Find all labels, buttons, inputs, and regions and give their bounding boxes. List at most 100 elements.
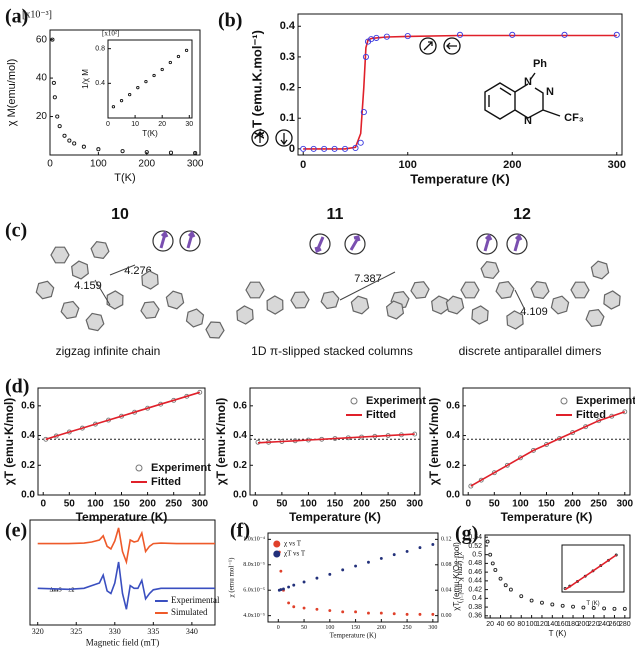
x-tick-label: 100 bbox=[90, 159, 107, 170]
annotation: N bbox=[524, 76, 532, 88]
data-point bbox=[292, 605, 296, 609]
y-tick-label: 0.36 bbox=[468, 613, 482, 620]
data-point bbox=[302, 606, 306, 610]
data-point bbox=[544, 442, 549, 447]
panel-label: (a) bbox=[5, 6, 28, 28]
data-point bbox=[128, 92, 132, 97]
x-tick-label: 330 bbox=[109, 627, 121, 636]
structure-caption: discrete antiparallel dimers bbox=[459, 344, 602, 358]
data-point bbox=[488, 552, 493, 557]
molecule-ring bbox=[266, 295, 284, 315]
molecule-ring bbox=[480, 260, 500, 280]
compound-number: 12 bbox=[513, 206, 531, 223]
data-point bbox=[560, 603, 565, 608]
panel-label: (f) bbox=[230, 520, 250, 542]
y-axis-label: χT (emu·K/mol) bbox=[427, 398, 441, 486]
molecule-ring bbox=[140, 301, 160, 319]
x-tick-label: 0 bbox=[106, 121, 110, 128]
x-tick-label: 20 bbox=[158, 121, 166, 128]
data-point bbox=[570, 430, 576, 436]
y2-tick-label: 0.08 bbox=[441, 562, 452, 568]
molecule-ring bbox=[506, 310, 524, 330]
y-tick-label: 0.4 bbox=[233, 430, 247, 441]
x-tick-label: 280 bbox=[619, 621, 631, 628]
series-line bbox=[45, 391, 201, 441]
data-point bbox=[404, 33, 411, 40]
data-point bbox=[509, 31, 516, 38]
molecule-ring bbox=[445, 295, 465, 315]
series-line bbox=[37, 527, 215, 566]
data-point bbox=[120, 149, 125, 154]
legend-label: Experiment bbox=[576, 395, 635, 407]
chart-panel: 0 100 200 300 0 0.1 0.2 0.3 0.4 Temperature (K) χ.… bbox=[218, 10, 626, 187]
data-point bbox=[354, 610, 358, 614]
data-point bbox=[431, 612, 435, 616]
y-tick-label: 0.4 bbox=[21, 430, 35, 441]
molecule-ring bbox=[106, 290, 124, 310]
molecule-ring bbox=[90, 240, 110, 260]
annotation: Ph bbox=[533, 58, 547, 70]
y-tick-label: 0.42 bbox=[468, 586, 482, 593]
y-tick-label: 0.3 bbox=[280, 51, 295, 63]
y-tick-label: 0.5 bbox=[472, 552, 482, 559]
molecule-ring bbox=[410, 281, 430, 299]
chart-panel: 0 50 100 150 200 250 300 0.0 0.2 0.4 0.6 Temperatur… bbox=[214, 387, 426, 524]
molecule-sketch bbox=[484, 72, 561, 120]
x-tick-label: 335 bbox=[147, 627, 159, 636]
y2-tick-label: 0.12 bbox=[441, 537, 452, 543]
y-tick-label: 0.6 bbox=[21, 400, 35, 411]
x-tick-label: 100 bbox=[325, 625, 334, 631]
y-tick-label: 0.8 bbox=[95, 46, 105, 53]
spin-icons bbox=[152, 230, 528, 255]
legend-label: Experiment bbox=[366, 395, 426, 407]
data-point bbox=[111, 105, 116, 109]
y-tick-label: 1.0x10⁻⁴ bbox=[243, 537, 265, 543]
y2-tick-label: 0.04 bbox=[441, 588, 452, 594]
x-axis-label: T(K) bbox=[142, 129, 158, 138]
molecule-ring bbox=[35, 280, 55, 300]
data-point bbox=[341, 568, 345, 572]
y-tick-label: 0.0 bbox=[446, 490, 460, 501]
x-tick-label: 50 bbox=[64, 499, 76, 510]
molecule-ring bbox=[205, 321, 225, 339]
data-point bbox=[176, 54, 181, 59]
y-tick-label: 0.2 bbox=[21, 460, 35, 471]
chart-panel: 0 50 100 150 200 250 300 4.0x10⁻⁵ 6.0x10⁻⁵ 8.0x10… bbox=[228, 520, 465, 640]
y-tick-label: 0.1 bbox=[280, 112, 295, 124]
x-tick-label: 50 bbox=[489, 499, 501, 510]
data-point bbox=[136, 86, 140, 90]
y-tick-label: 8.0x10⁻⁵ bbox=[243, 562, 265, 568]
legend-label: Fitted bbox=[576, 409, 606, 421]
data-point bbox=[55, 114, 60, 119]
x-tick-label: 220 bbox=[588, 621, 600, 628]
data-point bbox=[300, 145, 307, 152]
data-point bbox=[431, 542, 435, 546]
x-tick-label: 50 bbox=[276, 499, 288, 510]
data-point bbox=[529, 598, 534, 603]
y-tick-label: 4.0x10⁻⁵ bbox=[243, 613, 265, 619]
molecule-ring bbox=[460, 281, 480, 299]
molecule-ring bbox=[385, 300, 405, 320]
data-point bbox=[478, 477, 484, 483]
x-axis-label: Magnetic field (mT) bbox=[86, 637, 159, 647]
data-point bbox=[279, 588, 283, 592]
data-point bbox=[52, 95, 57, 100]
y-tick-label: 40 bbox=[36, 73, 48, 84]
data-point bbox=[96, 147, 101, 152]
data-point bbox=[341, 610, 345, 614]
y-axis-label: χ M(emu/mol) bbox=[6, 59, 18, 127]
x-axis-label: Temperature (K) bbox=[76, 510, 168, 524]
x-tick-label: 200 bbox=[139, 499, 156, 510]
x-tick-label: 250 bbox=[165, 499, 182, 510]
y-axis-label: 1/χ M bbox=[81, 69, 90, 89]
data-point bbox=[160, 67, 164, 72]
series-line bbox=[303, 34, 617, 150]
x-tick-label: 250 bbox=[403, 625, 412, 631]
y-axis-label: χ (emu mol⁻¹) bbox=[228, 557, 236, 598]
molecule-ring bbox=[71, 260, 89, 280]
data-point bbox=[508, 587, 513, 592]
legend-swatch bbox=[135, 464, 143, 472]
data-point bbox=[352, 144, 359, 151]
molecule-ring bbox=[603, 290, 621, 310]
